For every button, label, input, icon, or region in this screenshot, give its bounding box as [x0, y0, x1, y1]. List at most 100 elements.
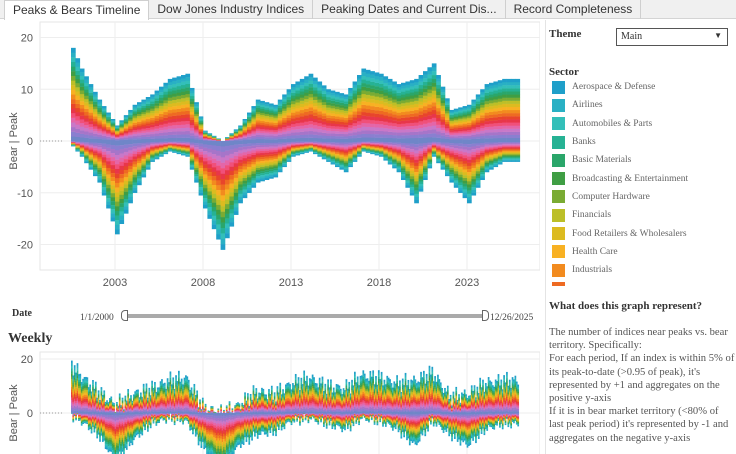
peak-segment [458, 128, 463, 130]
peak-segment [304, 131, 309, 134]
peak-segment [449, 118, 454, 120]
bear-segment [388, 156, 393, 157]
bear-segment [93, 172, 98, 174]
peak-segment [97, 120, 102, 122]
peak-segment [203, 131, 208, 132]
bear-segment [119, 166, 124, 170]
peak-segment [344, 106, 349, 109]
peak-segment [163, 132, 168, 135]
bear-segment [388, 143, 393, 144]
peak-segment [300, 119, 305, 122]
peak-segment [498, 132, 503, 135]
peak-segment [124, 127, 129, 128]
peak-segment [146, 112, 151, 114]
peak-segment [282, 132, 287, 135]
peak-segment [379, 138, 384, 142]
peak-segment [313, 78, 318, 81]
peak-segment [185, 77, 190, 81]
bear-segment [221, 146, 226, 152]
peak-segment [177, 128, 182, 131]
bear-segment [405, 174, 410, 177]
bear-segment [458, 190, 463, 193]
bear-segment [392, 165, 397, 167]
peak-segment [291, 104, 296, 107]
peak-segment [265, 108, 270, 110]
peak-segment [441, 92, 446, 95]
bear-segment [194, 170, 199, 172]
bear-segment [243, 152, 248, 155]
bear-segment [229, 205, 234, 209]
bear-segment [221, 223, 226, 229]
peak-segment [454, 123, 459, 125]
bear-segment [212, 185, 217, 190]
peak-segment [432, 71, 437, 75]
peak-segment [471, 133, 476, 135]
peak-segment [419, 92, 424, 95]
bear-segment [133, 149, 138, 152]
peak-segment [471, 135, 476, 137]
peak-segment [476, 125, 481, 128]
peak-segment [247, 134, 252, 136]
peak-segment [397, 87, 402, 90]
peak-segment [366, 84, 371, 88]
peak-segment [498, 89, 503, 92]
peak-segment [313, 122, 318, 125]
peak-segment [291, 124, 296, 127]
peak-segment [93, 97, 98, 100]
peak-segment [326, 102, 331, 105]
peak-segment [89, 389, 91, 391]
peak-segment [309, 117, 314, 121]
peak-segment [357, 128, 362, 131]
bear-segment [229, 201, 234, 205]
peak-segment [194, 116, 199, 118]
peak-segment [458, 133, 463, 135]
bear-segment [493, 158, 498, 159]
bear-segment [423, 151, 428, 153]
peak-segment [106, 117, 111, 119]
bear-segment [128, 181, 133, 184]
peak-segment [493, 114, 498, 117]
peak-segment [194, 118, 199, 120]
peak-segment [410, 86, 415, 89]
peak-segment [269, 130, 274, 132]
peak-segment [269, 109, 274, 111]
peak-segment [348, 122, 353, 125]
peak-segment [498, 86, 503, 89]
bear-segment [102, 176, 107, 179]
bear-segment [392, 142, 397, 144]
bear-segment [146, 164, 151, 166]
peak-segment [331, 116, 336, 119]
bear-segment [476, 153, 481, 156]
peak-segment [353, 129, 358, 132]
bear-segment [335, 155, 340, 156]
bear-segment [269, 171, 274, 173]
peak-segment [155, 133, 160, 136]
peak-segment [326, 97, 331, 100]
peak-segment [247, 135, 252, 137]
bear-segment [493, 166, 498, 167]
bear-segment [269, 158, 274, 160]
bear-segment [463, 169, 468, 172]
peak-segment [507, 119, 512, 122]
bear-segment [243, 147, 248, 150]
peak-segment [282, 127, 287, 130]
bear-segment [234, 193, 239, 197]
bear-segment [102, 160, 107, 163]
bear-segment [339, 164, 344, 166]
bear-segment [489, 157, 494, 159]
bear-segment [388, 160, 393, 161]
bear-segment [124, 192, 129, 196]
peak-segment [383, 109, 388, 112]
peak-segment [95, 396, 97, 398]
bear-segment [190, 165, 195, 167]
peak-segment [137, 137, 142, 139]
bear-segment [265, 155, 270, 157]
bear-segment [463, 187, 468, 190]
bear-segment [335, 150, 340, 151]
peak-segment [405, 99, 410, 102]
peak-segment [493, 120, 498, 123]
bear-segment [199, 141, 204, 144]
peak-segment [287, 125, 292, 128]
bear-segment [251, 167, 256, 170]
peak-segment [383, 76, 388, 79]
